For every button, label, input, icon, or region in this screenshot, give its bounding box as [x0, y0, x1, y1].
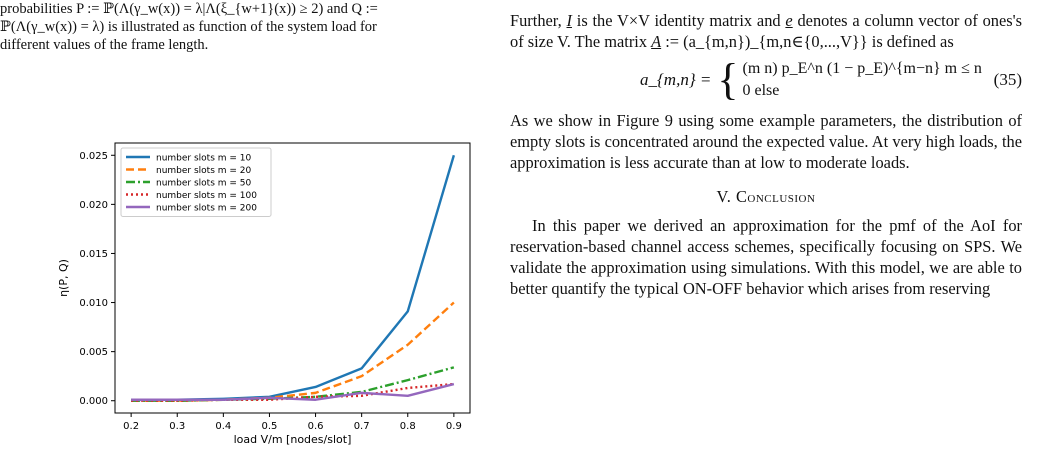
legend-label: number slots m = 20: [156, 166, 252, 176]
symbol-A: A: [651, 32, 662, 51]
equation-brace: {: [717, 55, 739, 104]
x-tick-label: 0.4: [215, 421, 231, 432]
caption-line-3: different values of the frame length.: [0, 37, 209, 53]
x-tick-label: 0.6: [308, 421, 324, 432]
y-axis-label: η(P, Q): [57, 259, 70, 297]
text-span: denotes a column: [792, 11, 914, 30]
y-tick-label: 0.020: [79, 200, 108, 211]
text-span: is defined as: [871, 32, 954, 51]
text-span: := (a_{m,n})_{m,n∈{0,...,V}}: [661, 32, 868, 51]
y-tick-label: 0.010: [79, 298, 108, 309]
legend-label: number slots m = 200: [156, 204, 257, 214]
text-span: is the V×V identity matrix and: [571, 11, 786, 30]
legend-label: number slots m = 10: [156, 154, 252, 164]
y-tick-label: 0.015: [79, 249, 108, 260]
legend-box: [120, 147, 272, 217]
text-span: Further,: [510, 11, 567, 30]
paragraph-conclusion: In this paper we derived an approximatio…: [510, 216, 1022, 298]
x-tick-label: 0.7: [354, 421, 370, 432]
y-tick-label: 0.000: [79, 396, 108, 407]
left-column: probabilities P := ℙ(Λ(γ_w(x)) = λ|Λ(ξ_{…: [0, 0, 490, 448]
x-tick-label: 0.2: [123, 421, 139, 432]
symbol-e: e: [785, 11, 793, 30]
x-tick-label: 0.8: [400, 421, 416, 432]
legend-label: number slots m = 50: [156, 179, 252, 189]
text-span: vector of ones's of size V. The matrix: [510, 11, 1022, 51]
legend-label: number slots m = 100: [156, 191, 257, 201]
symbol-I: I: [566, 11, 572, 30]
equation-case-2: 0 else: [742, 82, 780, 99]
section-title: V. Conclusion: [716, 187, 816, 206]
y-tick-label: 0.005: [79, 347, 108, 358]
x-axis-label: load V/m [nodes/slot]: [234, 433, 352, 446]
y-tick-label: 0.025: [79, 151, 108, 162]
equation-lhs: a_{m,n} =: [640, 70, 712, 89]
figure-eta-chart: 0.2 0.3 0.4 0.5 0.6 0.7 0.8 0.9 0.000 0.005 0.010 0…: [0, 85, 490, 448]
figure-caption-tail: probabilities P := ℙ(Λ(γ_w(x)) = λ|Λ(ξ_{…: [0, 0, 490, 54]
equation-number: (35): [993, 70, 1022, 89]
x-tick-label: 0.3: [169, 421, 185, 432]
series-line: [131, 301, 455, 402]
equation-case-1: (m n) p_E^n (1 − p_E)^{m−n} m ≤ n: [742, 60, 982, 77]
x-tick-label: 0.5: [261, 421, 277, 432]
equation-cases: (m n) p_E^n (1 − p_E)^{m−n} m ≤ n 0 else: [742, 58, 981, 102]
paragraph-matrix-definition: Further, I is the V×V identity matrix an…: [510, 10, 1022, 52]
series-line: [131, 382, 455, 401]
equation-35: a_{m,n} = { (m n) p_E^n (1 − p_E)^{m−n} …: [510, 58, 1022, 102]
caption-line-2: ℙ(Λ(γ_w(x)) = λ) is illustrated as funct…: [0, 19, 377, 35]
x-tick-label: 0.9: [446, 421, 462, 432]
paragraph-figure9: As we show in Figure 9 using some exampl…: [510, 111, 1022, 172]
caption-line-1: probabilities P := ℙ(Λ(γ_w(x)) = λ|Λ(ξ_{…: [0, 1, 378, 17]
line-chart: 0.2 0.3 0.4 0.5 0.6 0.7 0.8 0.9 0.000 0.005 0.010 0…: [57, 142, 471, 446]
right-column: Further, I is the V×V identity matrix an…: [510, 0, 1022, 448]
plot-area-frame: [114, 142, 471, 414]
